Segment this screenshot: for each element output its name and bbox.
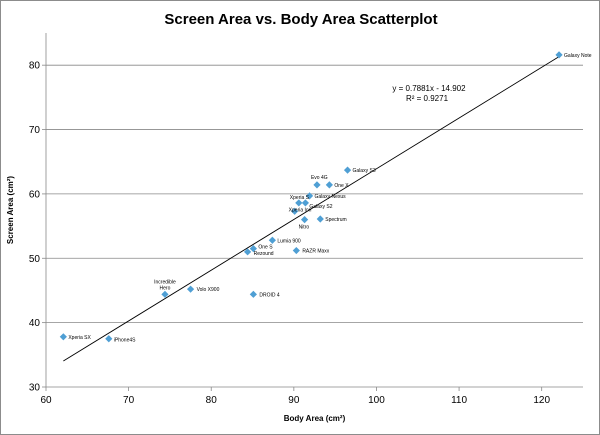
data-point — [268, 236, 276, 244]
data-point — [59, 333, 67, 341]
x-tick-label: 100 — [368, 395, 385, 406]
y-tick-label: 30 — [29, 383, 41, 394]
trendline — [63, 56, 560, 362]
point-label: RAZR Maxx — [302, 249, 329, 255]
trendline-r2: R² = 0.9271 — [406, 94, 449, 103]
point-label: iPhone4S — [114, 338, 136, 344]
data-point — [316, 215, 324, 223]
point-label: Evo 4G — [311, 175, 328, 181]
x-tick-label: 90 — [288, 395, 300, 406]
point-label: Incredible — [154, 279, 176, 285]
data-point — [243, 248, 252, 256]
point-label: Rezound — [254, 251, 274, 257]
data-point — [300, 216, 309, 224]
grid-lines — [46, 64, 583, 324]
chart-title: Screen Area vs. Body Area Scatterplot — [164, 11, 438, 28]
point-label: Volo X900 — [197, 287, 220, 293]
y-tick-label: 80 — [29, 61, 41, 72]
point-label: Galaxy S2 — [309, 204, 332, 210]
point-label: Galaxy Nexus — [315, 194, 347, 200]
y-tick-label: 50 — [29, 254, 41, 265]
point-label: Hero — [160, 285, 171, 291]
y-tick-label: 70 — [29, 125, 41, 136]
y-axis-title: Screen Area (cm²) — [6, 176, 15, 245]
data-point — [343, 166, 352, 174]
x-tick-label: 60 — [40, 395, 52, 406]
data-point — [292, 246, 300, 255]
point-label: DROID 4 — [259, 292, 280, 298]
data-point — [249, 245, 257, 253]
y-tick-label: 60 — [29, 189, 41, 200]
data-point — [161, 290, 169, 298]
trendline-equation: y = 0.7881x - 14.902 — [392, 84, 466, 93]
point-label: Xperia SX — [68, 335, 91, 341]
point-label: Spectrum — [325, 217, 346, 223]
trendline-path — [63, 56, 560, 362]
data-point — [313, 181, 321, 189]
x-tick-label: 70 — [123, 395, 135, 406]
data-points — [59, 51, 563, 343]
axes: 30 40 50 60 70 80 60 70 80 90 100 110 120 — [29, 33, 583, 406]
x-tick-label: 110 — [451, 395, 467, 406]
x-tick-label: 120 — [533, 395, 550, 406]
data-point — [295, 199, 303, 207]
data-point — [301, 199, 310, 207]
point-label: One X — [334, 183, 349, 189]
point-labels: Galaxy Note Galaxy S3 Evo 4G One X Galaxy Ne… — [68, 53, 591, 344]
data-point — [249, 290, 257, 298]
point-label: Galaxy S3 — [353, 168, 376, 174]
data-point — [186, 285, 195, 293]
data-point — [325, 181, 333, 189]
point-label: Xperia S — [290, 195, 310, 201]
point-label: Galaxy Note — [564, 53, 592, 59]
data-point — [305, 192, 314, 200]
y-tick-label: 40 — [29, 318, 41, 329]
x-axis-title: Body Area (cm²) — [284, 414, 346, 423]
data-point — [555, 51, 563, 59]
data-point — [291, 207, 299, 215]
point-label: Nitro — [299, 225, 310, 231]
point-label: One S — [258, 245, 273, 251]
data-point — [105, 335, 113, 343]
point-label: Lumia 900 — [277, 238, 301, 244]
point-label: Xperia Ion — [289, 207, 312, 213]
x-tick-label: 80 — [206, 395, 218, 406]
